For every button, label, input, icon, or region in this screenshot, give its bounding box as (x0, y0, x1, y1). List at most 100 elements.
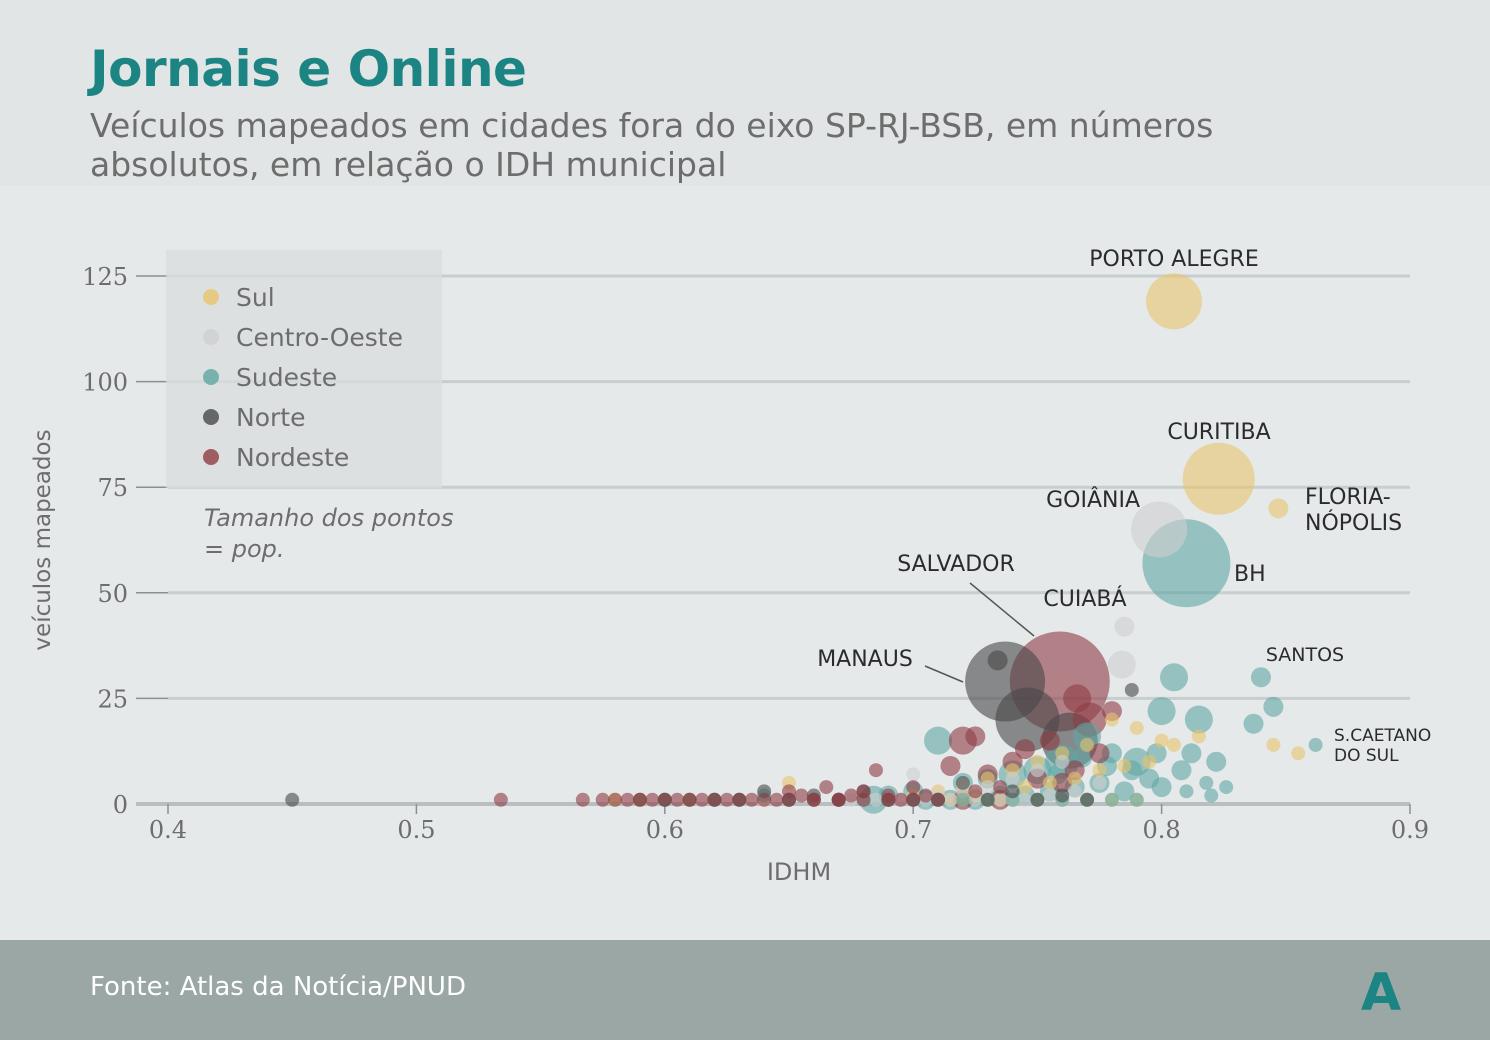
point-label: NÓPOLIS (1305, 510, 1402, 536)
data-point (1107, 650, 1136, 679)
data-point (955, 792, 970, 807)
data-point (844, 788, 859, 803)
data-point (595, 792, 610, 807)
data-point (1243, 713, 1264, 734)
data-point (1039, 730, 1060, 751)
point-label: DO SUL (1334, 746, 1399, 766)
data-point (1199, 775, 1214, 790)
data-point (1117, 758, 1132, 773)
size-note: Tamanho dos pontos (204, 504, 453, 532)
atlas-logo-icon: A (1361, 966, 1401, 1016)
data-point (968, 784, 983, 799)
x-tick-label: 0.4 (149, 816, 187, 844)
data-point (980, 792, 995, 807)
data-point (1042, 775, 1057, 790)
point-label: SALVADOR (897, 552, 1015, 577)
data-point (1055, 754, 1070, 769)
data-point (1131, 501, 1188, 558)
chart-subtitle: Veículos mapeados em cidades fora do eix… (90, 106, 1214, 184)
legend-marker (203, 409, 219, 425)
legend-label: Nordeste (236, 443, 349, 472)
data-point (1017, 780, 1032, 795)
data-point (1129, 720, 1144, 735)
data-point (1055, 788, 1070, 803)
data-point (1042, 788, 1057, 803)
source-text: Fonte: Atlas da Notícia/PNUD (90, 972, 466, 1002)
data-point (657, 792, 672, 807)
data-point (819, 780, 834, 795)
data-point (707, 792, 722, 807)
y-axis-label: veículos mapeados (30, 429, 56, 650)
point-annotations: PORTO ALEGRE CURITIBA FLORIA-NÓPOLIS GOIÂNI… (817, 247, 1431, 766)
point-label: CUIABÁ (1043, 586, 1126, 612)
data-point (1030, 792, 1045, 807)
data-point (924, 726, 953, 755)
point-label: GOIÂNIA (1046, 487, 1140, 513)
x-axis-label: IDHM (767, 858, 831, 886)
leader-line (924, 665, 964, 683)
data-point (1179, 784, 1194, 799)
data-point (881, 792, 896, 807)
axes: 0 25 50 75 100 125 0.4 0.5 0.6 0.7 0.8 0.9 IDHM veícu… (30, 263, 1429, 886)
legend-label: Sudeste (236, 363, 337, 392)
data-point (965, 726, 986, 747)
chart-title: Jornais e Online (90, 40, 527, 98)
data-point (1129, 792, 1144, 807)
x-tick-label: 0.7 (894, 816, 932, 844)
data-point (1184, 705, 1213, 734)
data-point (1014, 739, 1035, 760)
data-point (1104, 712, 1119, 727)
y-tick-label: 25 (97, 685, 128, 713)
point-label: SANTOS (1266, 644, 1344, 666)
data-point (1171, 760, 1192, 781)
data-point (1073, 722, 1102, 751)
data-point (868, 792, 883, 807)
data-point (1147, 697, 1176, 726)
y-tick-label: 100 (82, 369, 128, 397)
y-tick-label: 75 (97, 474, 128, 502)
data-point (695, 792, 710, 807)
data-point (1191, 729, 1206, 744)
data-point (1005, 771, 1020, 786)
point-label: PORTO ALEGRE (1089, 247, 1258, 272)
data-point (1124, 682, 1139, 697)
size-note: = pop. (204, 535, 285, 563)
data-point (980, 780, 995, 795)
data-point (1005, 784, 1020, 799)
data-point (906, 792, 921, 807)
data-point (1067, 771, 1082, 786)
point-label: MANAUS (817, 647, 913, 672)
footer: Fonte: Atlas da Notícia/PNUD A (0, 940, 1490, 1040)
data-point (670, 792, 685, 807)
data-point (285, 792, 300, 807)
data-point (794, 788, 809, 803)
legend-marker (203, 329, 219, 345)
data-point (1219, 780, 1234, 795)
scatter-chart: Sul Centro-Oeste Sudeste Norte Nordeste Taman… (30, 247, 1431, 886)
data-point (1181, 743, 1202, 764)
data-point (1114, 781, 1135, 802)
point-label: BH (1234, 562, 1266, 587)
data-point (906, 767, 921, 782)
data-point (1092, 775, 1107, 790)
data-point (620, 792, 635, 807)
data-point (1142, 754, 1157, 769)
data-point (1080, 737, 1095, 752)
data-point (1067, 784, 1082, 799)
data-point (918, 788, 933, 803)
data-point (1250, 667, 1271, 688)
data-point (1089, 743, 1110, 764)
x-tick-label: 0.5 (397, 816, 435, 844)
legend-label: Centro-Oeste (236, 323, 403, 352)
data-point (1104, 792, 1119, 807)
data-point (1167, 737, 1182, 752)
legend-label: Norte (236, 403, 305, 432)
data-point (1182, 442, 1255, 515)
data-points (285, 273, 1323, 814)
leader-line (969, 582, 1035, 637)
data-point (1308, 737, 1323, 752)
data-point (719, 792, 734, 807)
x-tick-label: 0.8 (1143, 816, 1181, 844)
point-label: FLORIA- (1305, 485, 1391, 510)
legend-marker (203, 449, 219, 465)
